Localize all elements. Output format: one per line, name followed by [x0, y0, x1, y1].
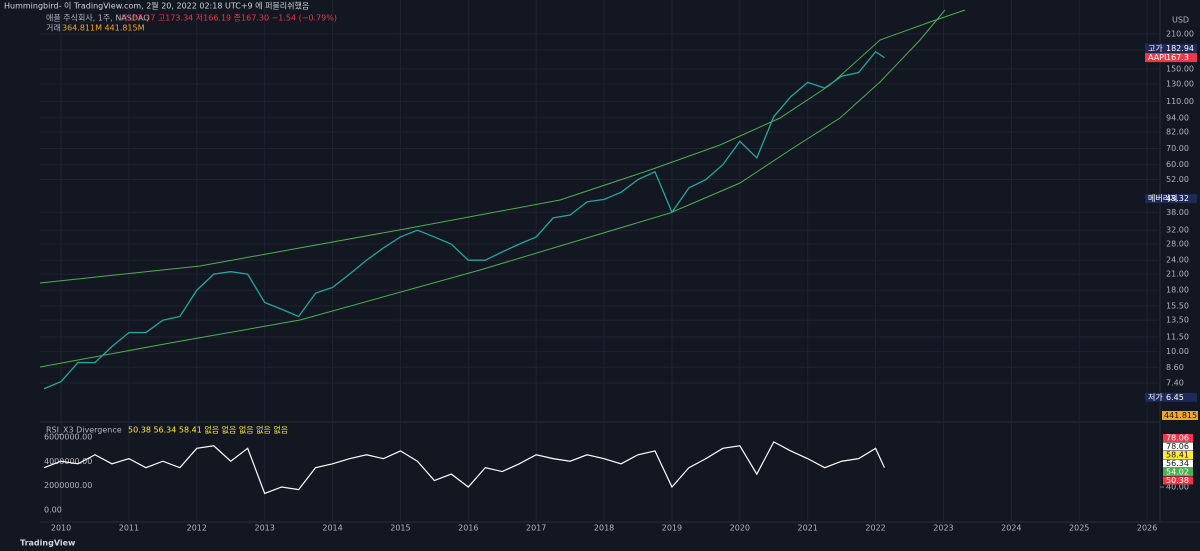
x-tick-label: 2015	[390, 524, 410, 533]
x-tick-label: 2019	[662, 524, 682, 533]
price-badge-value: 43.32	[1166, 194, 1189, 203]
last-value-label: 54.02	[1166, 468, 1189, 477]
last-value-label: 78.06	[1166, 434, 1189, 443]
y-tick-label: 28.00	[1166, 240, 1189, 249]
x-tick-label: 2014	[322, 524, 342, 533]
last-value-badge	[1163, 459, 1193, 468]
price-badge-value: 182.94	[1166, 44, 1194, 53]
volume-caption: 거래	[46, 24, 61, 33]
x-tick-label: 2025	[1069, 524, 1089, 533]
price-badge-label: 저가	[1148, 393, 1163, 402]
y-tick-label: 18.00	[1166, 286, 1189, 295]
y-tick-label: 24.00	[1166, 256, 1189, 265]
currency: USD	[1172, 16, 1189, 25]
price-badge-label: AAPL	[1148, 53, 1169, 62]
last-value-label: 78.06	[1166, 442, 1189, 451]
price-badge-label: 메버리지	[1148, 193, 1177, 203]
publisher: Hummingbird- 이 TradingView.com, 2월 20, 2…	[4, 1, 309, 11]
y-tick-label: 52.00	[1166, 175, 1189, 184]
y-tick-label: 11.50	[1166, 332, 1189, 341]
rsi-legend-values: 50.38 56.34 58.41 없음 없음 없음 없음 없음	[128, 426, 288, 435]
price-badge	[1145, 53, 1197, 63]
y-tick-label: 60.00	[1166, 160, 1189, 169]
y2-tick-label: 40.00	[1166, 483, 1189, 492]
footer-brand: TradingView	[20, 539, 76, 548]
volume-values: 364.811M 441.815M	[62, 24, 145, 33]
last-value-badge	[1163, 468, 1193, 476]
last-value-badge	[1163, 434, 1193, 442]
last-value-label: 56.34	[1166, 459, 1189, 468]
y-tick-label: 70.00	[1166, 144, 1189, 153]
y-tick-label: 13.50	[1166, 316, 1189, 325]
y-tick-label: 2000000.00	[44, 481, 92, 490]
y-tick-label: 4000000.00	[44, 457, 92, 466]
y-tick-label: 210.00	[1166, 29, 1194, 38]
last-value-badge	[1163, 476, 1193, 485]
x-tick-label: 2018	[594, 524, 614, 533]
y-tick-label: 6000000.00	[44, 433, 92, 442]
y-tick-label: 0.00	[44, 506, 62, 515]
channel-lower	[39, 9, 946, 368]
x-tick-label: 2024	[1001, 524, 1021, 533]
volume-badge-label: 441.815M	[1164, 411, 1200, 420]
channel-upper	[39, 9, 966, 284]
rsi-title: RSI_X3 Divergence	[46, 426, 122, 435]
y-tick-label: 110.00	[1166, 97, 1194, 106]
marks: 210.00180.00150.00130.00110.0094.0082.00…	[43, 29, 1200, 533]
price-badge-label: 고가	[1148, 44, 1163, 53]
last-value-label: 58.41	[1166, 451, 1189, 460]
price-badge-value: 167.3	[1166, 53, 1189, 62]
x-tick-label: 2021	[798, 524, 818, 533]
rsi-line	[43, 441, 885, 495]
grid	[40, 0, 1160, 522]
x-tick-label: 2013	[254, 524, 274, 533]
y-tick-label: 10.00	[1166, 347, 1189, 356]
x-tick-label: 2012	[187, 524, 207, 533]
y-tick-label: 130.00	[1166, 79, 1194, 88]
y-tick-label: 150.00	[1166, 64, 1194, 73]
x-tick-label: 2026	[1137, 524, 1157, 533]
y-tick-label: 94.00	[1166, 113, 1189, 122]
y-tick-label: 32.00	[1166, 226, 1189, 235]
x-tick-label: 2020	[730, 524, 750, 533]
x-tick-label: 2017	[526, 524, 546, 533]
x-tick-label: 2023	[933, 524, 953, 533]
price-badge-value: 6.45	[1166, 393, 1184, 402]
ohlc: 시167.37 고173.34 저166.19 종167.30 −1.54 (−…	[120, 14, 337, 23]
y-tick-label: 21.00	[1166, 270, 1189, 279]
symbol: 애플 주식회사, 1주, NASDAQ	[46, 14, 150, 23]
x-tick-label: 2011	[119, 524, 139, 533]
price-badge	[1145, 392, 1197, 402]
y-tick-label: 7.40	[1166, 378, 1184, 387]
y-tick-label: 38.00	[1166, 208, 1189, 217]
y-tick-label: 15.50	[1166, 301, 1189, 310]
last-value-badge	[1163, 451, 1193, 459]
volume-badge	[1162, 411, 1198, 420]
price-badge	[1145, 194, 1197, 204]
last-value-label: 50.38	[1166, 476, 1189, 485]
y-tick-label: 82.00	[1166, 128, 1189, 137]
y-tick-label: 8.60	[1166, 363, 1184, 372]
x-tick-label: 2016	[458, 524, 478, 533]
price-line	[43, 50, 885, 390]
price-badge	[1145, 43, 1197, 53]
x-tick-label: 2010	[51, 524, 71, 533]
x-tick-label: 2022	[865, 524, 885, 533]
last-value-badge	[1163, 442, 1193, 451]
